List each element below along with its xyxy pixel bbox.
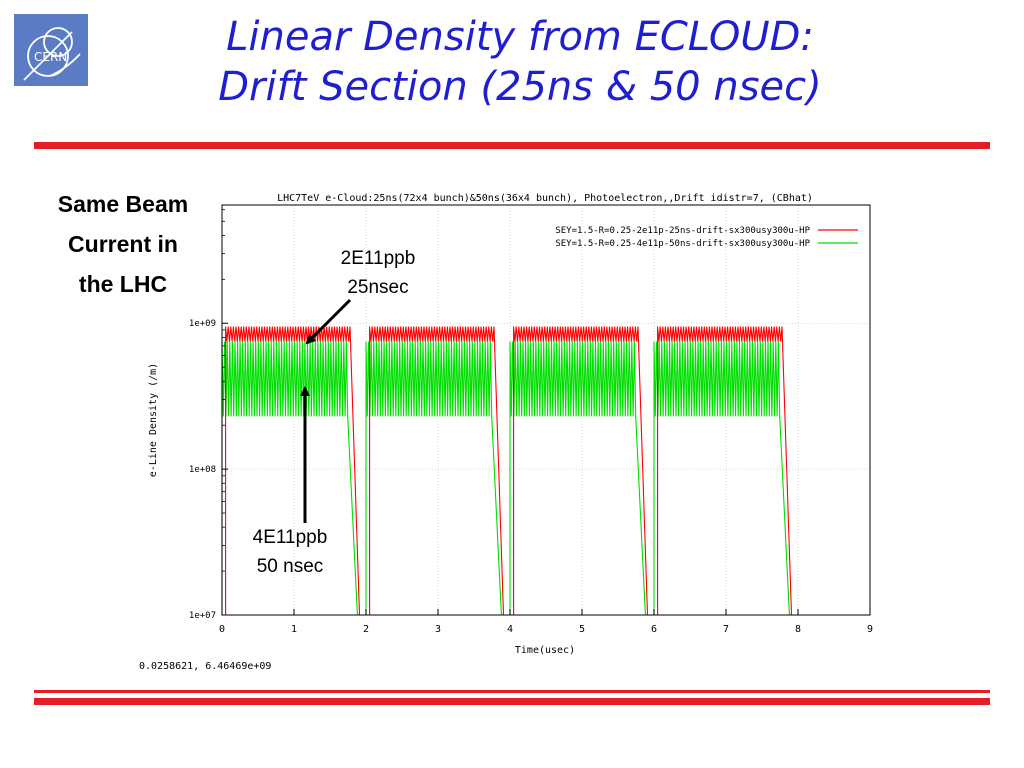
- chart-ticks: 0 1 2 3 4 5 6 7 8 9 1e+07 1e+08 1e+09: [189, 209, 873, 635]
- bottom-divider-thin: [34, 690, 990, 693]
- side-note-line: Current in: [68, 231, 178, 257]
- x-tick-label: 9: [867, 624, 873, 635]
- x-tick-label: 1: [291, 624, 297, 635]
- x-tick-label: 2: [363, 624, 369, 635]
- x-tick-label: 6: [651, 624, 657, 635]
- annotation-50ns-line2: 50 nsec: [256, 556, 324, 577]
- y-tick-label: 1e+09: [189, 319, 216, 329]
- title-line-2: Drift Section (25ns & 50 nsec): [218, 64, 822, 110]
- x-tick-label: 5: [579, 624, 585, 635]
- top-divider: [34, 142, 990, 149]
- x-tick-label: 7: [723, 624, 729, 635]
- x-tick-label: 4: [507, 624, 513, 635]
- x-axis-label: Time(usec): [515, 645, 575, 656]
- title-line-1: Linear Density from ECLOUD:: [226, 14, 814, 60]
- y-tick-label: 1e+08: [189, 465, 216, 475]
- chart-title: LHC7TeV e-Cloud:25ns(72x4 bunch)&50ns(36…: [277, 193, 813, 204]
- cern-logo-text: CERN: [34, 50, 67, 64]
- plot-frame: [221, 204, 871, 616]
- annotation-25ns-line1: 2E11ppb: [340, 248, 416, 269]
- side-note-line: the LHC: [78, 271, 168, 297]
- annotation-50ns-line1: 4E11ppb: [252, 527, 328, 548]
- annotation-50ns: 4E11ppb 50 nsec: [230, 523, 350, 581]
- x-tick-label: 0: [219, 624, 225, 635]
- y-axis-label: e-Line Density (/m): [148, 363, 159, 477]
- cern-logo: CERN: [14, 14, 88, 86]
- legend: SEY=1.5-R=0.25-2e11p-25ns-drift-sx300usy…: [555, 226, 858, 249]
- slide-title: Linear Density from ECLOUD: Drift Sectio…: [140, 12, 900, 112]
- legend-label-50ns: SEY=1.5-R=0.25-4e11p-50ns-drift-sx300usy…: [555, 239, 810, 249]
- cursor-readout: 0.0258621, 6.46469e+09: [139, 661, 271, 672]
- x-tick-label: 3: [435, 624, 441, 635]
- annotation-25ns: 2E11ppb 25nsec: [318, 244, 438, 302]
- annotation-25ns-line2: 25nsec: [347, 277, 409, 298]
- side-note: Same Beam Current in the LHC: [28, 184, 218, 304]
- side-note-line: Same Beam: [57, 191, 189, 217]
- y-tick-label: 1e+07: [189, 611, 216, 621]
- bottom-divider-thick: [34, 698, 990, 705]
- x-tick-label: 8: [795, 624, 801, 635]
- legend-label-25ns: SEY=1.5-R=0.25-2e11p-25ns-drift-sx300usy…: [555, 226, 810, 236]
- arrow-25ns: [305, 298, 352, 345]
